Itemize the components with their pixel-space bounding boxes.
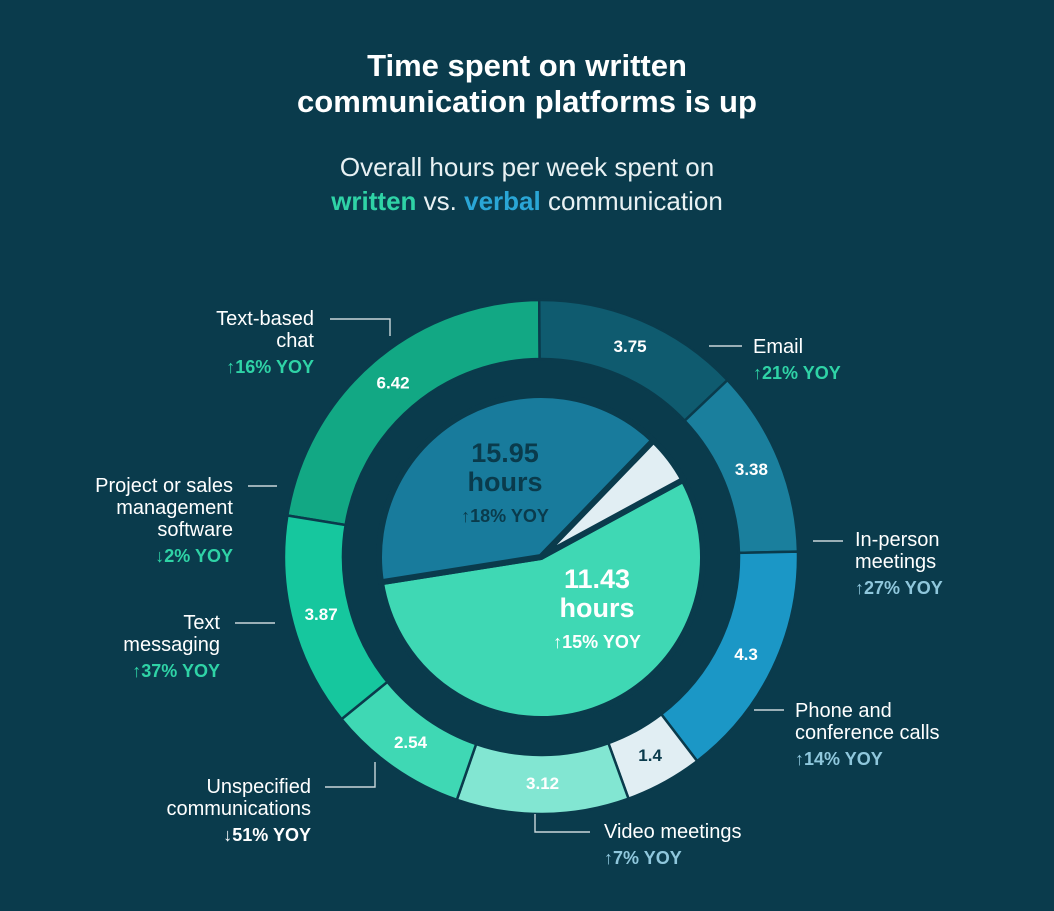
yoy-email: ↑21% YOY xyxy=(753,363,841,383)
category-name-unspecified-communications: Unspecified xyxy=(206,776,311,798)
center-value-written: 15.95 xyxy=(471,438,539,468)
callout-video-meetings: Video meetings ↑7% YOY xyxy=(534,814,742,868)
category-name-project-or-sales-management-software: Project or sales xyxy=(95,475,233,497)
yoy-in-person-meetings: ↑27% YOY xyxy=(855,578,943,598)
center-yoy-written: ↑18% YOY xyxy=(461,506,549,526)
value-label-in-person-meetings: 3.75 xyxy=(614,337,647,356)
pie-slice-written xyxy=(377,476,706,722)
category-name-text-based-chat: Text-based xyxy=(216,308,314,330)
ring-segment-text-based-chat xyxy=(282,514,390,721)
yoy-text-messaging: ↑37% YOY xyxy=(132,661,220,681)
category-name-video-meetings: Video meetings xyxy=(604,821,742,843)
subtitle-rest: communication xyxy=(540,186,723,216)
value-label-unspecified-communications: 1.4 xyxy=(638,746,662,765)
leader-line-unspecified-communications xyxy=(325,762,376,788)
category-name-in-person-meetings: In-person xyxy=(855,529,940,551)
center-yoy-verbal: ↑15% YOY xyxy=(553,632,641,652)
center-value-verbal: 11.43 xyxy=(564,564,630,594)
yoy-project-or-sales-management-software: ↓2% YOY xyxy=(155,546,233,566)
category-name-in-person-meetings: meetings xyxy=(855,551,936,573)
category-name-text-messaging: Text xyxy=(183,612,220,634)
category-name-phone-and-conference-calls: conference calls xyxy=(795,722,940,744)
subtitle-verbal: verbal xyxy=(464,186,541,216)
title-line-1: Time spent on written xyxy=(367,48,687,83)
category-name-project-or-sales-management-software: software xyxy=(157,519,233,541)
value-label-video-meetings: 4.3 xyxy=(734,645,758,664)
pie-slice-unspecified xyxy=(538,437,687,560)
category-name-email: Email xyxy=(753,336,803,358)
center-unit-verbal: hours xyxy=(559,593,634,623)
callout-email: Email ↑21% YOY xyxy=(709,336,841,383)
yoy-phone-and-conference-calls: ↑14% YOY xyxy=(795,749,883,769)
yoy-unspecified-communications: ↓51% YOY xyxy=(223,825,311,845)
subtitle-vs: vs. xyxy=(416,186,465,216)
yoy-text-based-chat: ↑16% YOY xyxy=(226,357,314,377)
subtitle-line-2: written vs. verbal communication xyxy=(0,184,1054,218)
leader-line-video-meetings xyxy=(534,814,590,833)
value-label-email: 6.42 xyxy=(377,374,410,393)
leader-line-text-based-chat xyxy=(330,318,391,336)
center-unit-written: hours xyxy=(467,467,542,497)
pie-slice-verbal xyxy=(376,392,657,586)
category-name-phone-and-conference-calls: Phone and xyxy=(795,700,892,722)
subtitle-written: written xyxy=(331,186,417,216)
inner-pie xyxy=(376,392,706,722)
chart-title: Time spent on written communication plat… xyxy=(0,48,1054,120)
category-name-text-based-chat: chat xyxy=(276,330,314,352)
value-label-project-or-sales-management-software: 2.54 xyxy=(394,733,428,752)
value-label-text-messaging: 3.12 xyxy=(526,774,559,793)
category-name-project-or-sales-management-software: management xyxy=(116,497,233,519)
title-line-2: communication platforms is up xyxy=(297,84,757,119)
chart-subtitle: Overall hours per week spent on written … xyxy=(0,150,1054,218)
category-name-unspecified-communications: communications xyxy=(166,798,311,820)
category-name-text-messaging: messaging xyxy=(123,634,220,656)
value-label-phone-and-conference-calls: 3.38 xyxy=(735,460,768,479)
outer-ring: 6.42 3.75 3.38 4.3 1.4 3.12 2.54 3.87 xyxy=(282,298,800,816)
value-label-text-based-chat: 3.87 xyxy=(305,605,338,624)
subtitle-line-1: Overall hours per week spent on xyxy=(339,152,715,182)
yoy-video-meetings: ↑7% YOY xyxy=(604,848,682,868)
